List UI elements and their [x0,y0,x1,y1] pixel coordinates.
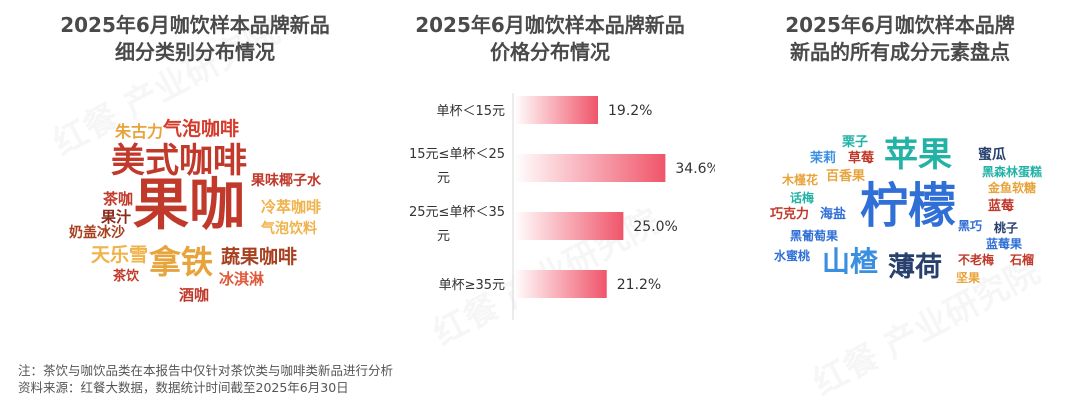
cloud-word: 草莓 [848,151,875,166]
price-distribution-chart: 单杯＜15元 19.2% 15元≤单杯＜25元 34.6% 25元≤单杯＜35元 25.0… [409,93,715,320]
cloud-word: 果汁 [101,208,132,226]
category-tick-label: 25元≤单杯＜35 元 [409,205,505,244]
cloud-word: 酒咖 [179,286,210,304]
cloud-word: 栗子 [842,135,869,150]
middle-title-line-1: 2025年6月咖饮样本品牌新品 [415,13,685,37]
right-panel-title: 2025年6月咖饮样本品牌 新品的所有成分元素盘点 [735,12,1065,66]
cloud-word: 金鱼软糖 [988,181,1037,195]
footnote-scope: 注：茶饮与咖饮品类在本报告中仅针对茶饮类与咖啡类新品进行分析 [18,363,394,378]
cloud-word: 奶盖冰沙 [69,225,125,241]
cloud-word: 天乐雪 [91,244,149,266]
cloud-word: 美式咖啡 [111,141,247,181]
bar-value-label: 25.0% [633,219,677,235]
cloud-word: 话梅 [790,191,815,205]
bar-value-label: 21.2% [617,277,661,293]
cloud-word: 坚果 [956,271,981,285]
cloud-word: 茶饮 [113,269,140,284]
cloud-word: 茉莉 [810,151,837,166]
cloud-word: 黑巧 [958,219,983,233]
middle-panel-title: 2025年6月咖饮样本品牌新品 价格分布情况 [385,12,715,66]
cloud-word: 气泡饮料 [261,221,317,237]
cloud-word: 水蜜桃 [774,249,811,263]
cloud-word: 蓝莓果 [986,237,1023,251]
footnotes: 注：茶饮与咖饮品类在本报告中仅针对茶饮类与咖啡类新品进行分析 资料来源：红餐大数… [18,362,393,396]
cloud-word: 蔬果咖啡 [221,246,298,268]
cloud-word: 冰淇淋 [219,270,265,288]
category-word-cloud: 果咖 美式咖啡 拿铁 蔬果咖啡 天乐雪 气泡咖啡 朱古力 果味椰子水 冷萃咖啡 … [55,112,355,312]
left-title-line-1: 2025年6月咖饮样本品牌新品 [60,13,330,37]
bar [514,96,598,124]
category-tick-label: 单杯≥35元 [439,278,505,293]
middle-title-line-2: 价格分布情况 [490,40,610,64]
cloud-word: 黑葡萄果 [790,229,839,243]
cloud-word: 拿铁 [149,243,214,281]
left-title-line-2: 细分类别分布情况 [115,40,275,64]
bar [514,212,624,240]
cloud-word: 果咖 [133,173,245,238]
bar-value-label: 19.2% [608,103,652,119]
right-title-line-1: 2025年6月咖饮样本品牌 [785,13,1015,37]
cloud-word: 气泡咖啡 [163,118,240,140]
bar [514,154,666,182]
cloud-word: 桃子 [994,221,1019,235]
cloud-word: 柠檬 [860,178,957,234]
ingredient-word-cloud: 柠檬 苹果 山楂 薄荷 栗子 蜜瓜 茉莉 草莓 黑森林蛋糕 木槿花 百香果 金鱼… [760,132,1060,292]
cloud-word: 巧克力 [770,207,810,222]
category-tick-label: 单杯＜15元 [436,104,505,119]
left-panel-title: 2025年6月咖饮样本品牌新品 细分类别分布情况 [30,12,360,66]
cloud-word: 朱古力 [115,122,164,141]
footnote-source: 资料来源：红餐大数据，数据统计时间截至2025年6月30日 [18,380,349,395]
cloud-word: 蓝莓 [988,199,1015,214]
cloud-word: 山楂 [822,245,879,278]
cloud-word: 茶咖 [103,190,134,208]
cloud-word: 海盐 [820,207,847,222]
bar-series: 单杯＜15元 19.2% 15元≤单杯＜25元 34.6% 25元≤单杯＜35元 25.0… [409,96,715,298]
cloud-word: 苹果 [884,135,952,175]
bar [514,270,607,298]
cloud-word: 冷萃咖啡 [261,198,322,216]
bar-value-label: 34.6% [675,161,715,177]
cloud-word: 果味椰子水 [251,173,321,189]
category-tick-label: 15元≤单杯＜25 元 [409,147,505,186]
cloud-word: 不老梅 [958,253,995,267]
cloud-word: 蜜瓜 [978,147,1006,163]
cloud-word: 薄荷 [888,252,942,283]
right-title-line-2: 新品的所有成分元素盘点 [790,40,1010,64]
cloud-word: 石榴 [1010,253,1035,267]
cloud-word: 木槿花 [782,173,819,187]
cloud-word: 黑森林蛋糕 [982,165,1043,179]
cloud-word: 百香果 [826,169,866,184]
